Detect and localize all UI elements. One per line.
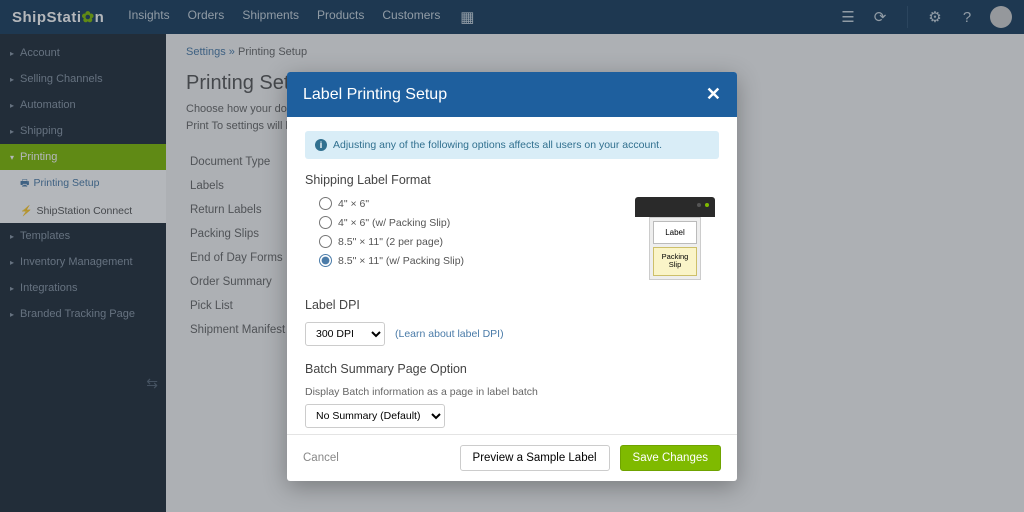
format-radios: 4" × 6" 4" × 6" (w/ Packing Slip) 8.5" ×… [305, 197, 615, 280]
batch-select[interactable]: No Summary (Default) [305, 404, 445, 428]
modal-overlay: Label Printing Setup ✕ iAdjusting any of… [0, 0, 1024, 512]
modal: Label Printing Setup ✕ iAdjusting any of… [287, 72, 737, 481]
batch-heading: Batch Summary Page Option [305, 362, 719, 376]
format-option-85x11-slip[interactable]: 8.5" × 11" (w/ Packing Slip) [319, 254, 615, 267]
modal-header: Label Printing Setup ✕ [287, 72, 737, 117]
modal-title: Label Printing Setup [303, 86, 447, 104]
cancel-button[interactable]: Cancel [303, 452, 450, 464]
dpi-select[interactable]: 300 DPI [305, 322, 385, 346]
preview-button[interactable]: Preview a Sample Label [460, 445, 610, 471]
diagram-slip: Packing Slip [653, 247, 697, 276]
batch-subtext: Display Batch information as a page in l… [305, 386, 719, 398]
info-icon: i [315, 139, 327, 151]
format-option-4x6[interactable]: 4" × 6" [319, 197, 615, 210]
dpi-learn-link[interactable]: (Learn about label DPI) [395, 328, 504, 340]
printer-diagram: Label Packing Slip [631, 197, 719, 280]
modal-footer: Cancel Preview a Sample Label Save Chang… [287, 434, 737, 481]
save-button[interactable]: Save Changes [620, 445, 721, 471]
printer-icon [635, 197, 715, 217]
close-icon[interactable]: ✕ [706, 84, 721, 105]
format-option-4x6-slip[interactable]: 4" × 6" (w/ Packing Slip) [319, 216, 615, 229]
modal-body: iAdjusting any of the following options … [287, 117, 737, 434]
info-alert: iAdjusting any of the following options … [305, 131, 719, 159]
format-option-85x11-2[interactable]: 8.5" × 11" (2 per page) [319, 235, 615, 248]
format-heading: Shipping Label Format [305, 173, 719, 187]
diagram-label: Label [653, 221, 697, 244]
dpi-heading: Label DPI [305, 298, 719, 312]
